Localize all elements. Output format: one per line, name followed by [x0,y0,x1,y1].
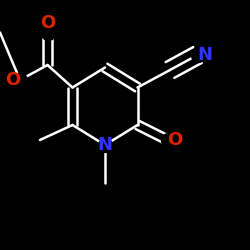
Text: N: N [198,46,212,64]
Text: O: O [40,14,55,32]
Text: O: O [168,131,183,149]
Text: O: O [5,71,20,89]
Text: N: N [98,136,112,154]
